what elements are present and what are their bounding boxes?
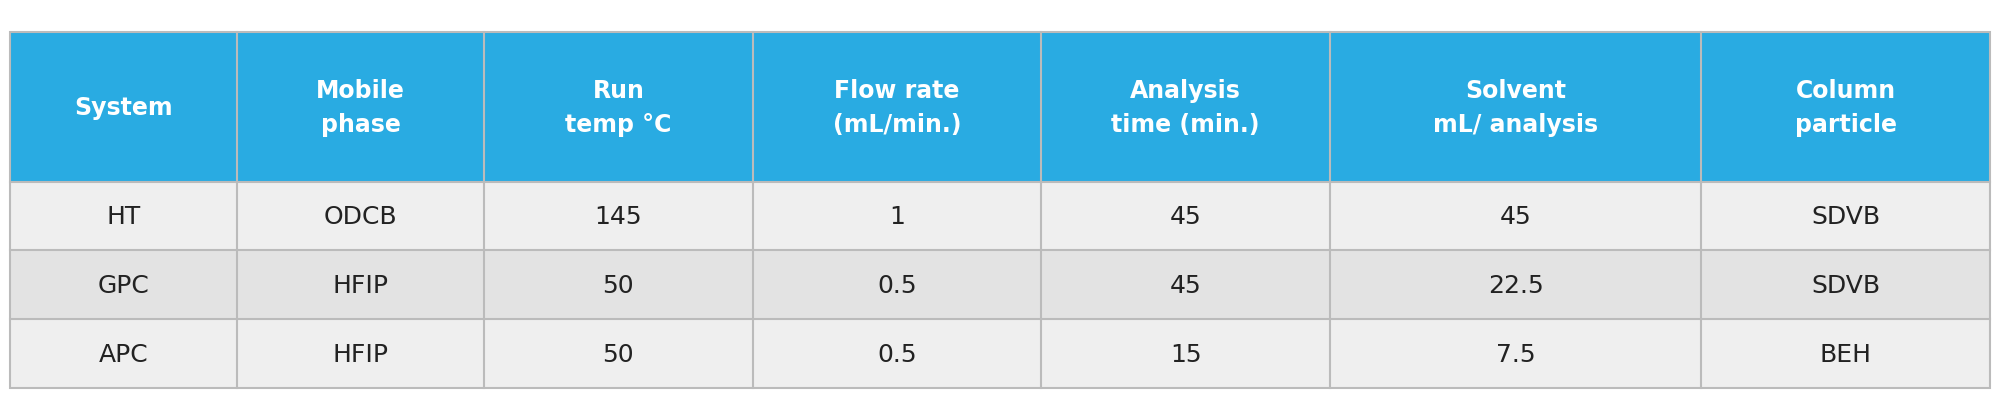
Bar <box>1330 251 1702 320</box>
Text: 45: 45 <box>1170 273 1202 297</box>
Text: 22.5: 22.5 <box>1488 273 1544 297</box>
Text: Solvent
mL/ analysis: Solvent mL/ analysis <box>1434 79 1598 136</box>
Bar <box>1330 33 1702 182</box>
Bar <box>1042 33 1330 182</box>
Text: HT: HT <box>106 204 140 228</box>
Bar <box>10 320 236 388</box>
Bar <box>10 33 1990 388</box>
Text: Flow rate
(mL/min.): Flow rate (mL/min.) <box>832 79 962 136</box>
Bar <box>236 251 484 320</box>
Bar <box>1330 320 1702 388</box>
Text: GPC: GPC <box>98 273 150 297</box>
Bar <box>484 320 752 388</box>
Text: Analysis
time (min.): Analysis time (min.) <box>1112 79 1260 136</box>
Bar <box>1042 251 1330 320</box>
Bar <box>236 33 484 182</box>
Bar <box>1702 33 1990 182</box>
Bar <box>484 33 752 182</box>
Text: Run
temp °C: Run temp °C <box>566 79 672 136</box>
Text: ODCB: ODCB <box>324 204 398 228</box>
Text: 15: 15 <box>1170 342 1202 366</box>
Text: 50: 50 <box>602 342 634 366</box>
Text: APC: APC <box>98 342 148 366</box>
Text: SDVB: SDVB <box>1812 273 1880 297</box>
Bar <box>1702 182 1990 251</box>
Bar <box>1042 182 1330 251</box>
Text: 7.5: 7.5 <box>1496 342 1536 366</box>
Text: HFIP: HFIP <box>332 342 388 366</box>
Text: 45: 45 <box>1170 204 1202 228</box>
Text: 0.5: 0.5 <box>878 273 916 297</box>
Bar <box>10 33 236 182</box>
Bar <box>1042 320 1330 388</box>
Text: 1: 1 <box>888 204 904 228</box>
Bar <box>1702 320 1990 388</box>
Bar <box>10 251 236 320</box>
Text: 145: 145 <box>594 204 642 228</box>
Bar <box>752 33 1042 182</box>
Text: 0.5: 0.5 <box>878 342 916 366</box>
Bar <box>10 182 236 251</box>
Bar <box>236 320 484 388</box>
Bar <box>752 251 1042 320</box>
Text: SDVB: SDVB <box>1812 204 1880 228</box>
Bar <box>236 182 484 251</box>
Text: 45: 45 <box>1500 204 1532 228</box>
Bar <box>484 251 752 320</box>
Bar <box>484 182 752 251</box>
Text: System: System <box>74 96 172 120</box>
Text: 50: 50 <box>602 273 634 297</box>
Text: HFIP: HFIP <box>332 273 388 297</box>
Text: Column
particle: Column particle <box>1794 79 1896 136</box>
Text: BEH: BEH <box>1820 342 1872 366</box>
Bar <box>752 182 1042 251</box>
Bar <box>1330 182 1702 251</box>
Bar <box>752 320 1042 388</box>
Bar <box>1702 251 1990 320</box>
Text: Mobile
phase: Mobile phase <box>316 79 406 136</box>
